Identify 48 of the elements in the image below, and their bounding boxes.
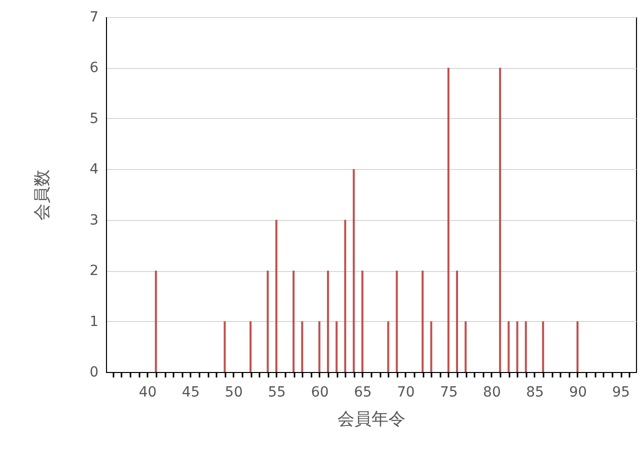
bar [154,270,157,372]
y-tick-label: 1 [90,314,98,330]
bar [422,270,424,372]
y-tick-label: 6 [90,60,99,76]
bar [447,68,450,372]
bar [266,270,269,372]
bar [318,321,320,372]
bar [250,321,252,372]
bar [499,68,502,372]
x-tick-label: 40 [138,384,157,400]
y-tick-label: 0 [90,364,98,380]
x-tick-label: 65 [354,384,372,400]
x-tick-label: 85 [526,384,544,400]
bar [464,321,467,372]
bar [396,270,398,372]
bar [361,270,364,372]
x-tick-label: 55 [268,384,286,400]
bar [292,270,295,372]
bar [336,321,338,372]
bar [456,270,458,372]
x-tick-label: 45 [182,384,200,400]
bar [542,321,544,372]
bar [275,220,278,372]
bar [524,321,527,372]
bar [344,220,346,372]
y-tick-label: 4 [90,162,99,178]
x-axis-title: 会員年令 [338,410,406,430]
bar [516,321,518,372]
bar [326,270,329,372]
y-tick-label: 5 [90,110,98,127]
x-tick-label: 70 [397,384,415,400]
x-tick-label: 75 [440,384,458,400]
bar [387,321,390,372]
y-tick-label: 3 [90,212,98,228]
bar [224,321,226,372]
x-tick-label: 50 [224,384,243,400]
bar [352,169,355,372]
x-tick-label: 80 [483,384,501,400]
y-axis-title: 会員数 [32,170,53,220]
bar [430,321,432,372]
bar [508,321,510,372]
y-tick-label: 2 [90,263,98,280]
x-tick-label: 90 [569,384,587,400]
bar [301,321,304,372]
y-tick-label: 7 [90,10,98,26]
bar [576,321,578,372]
x-tick-label: 60 [310,384,329,400]
x-tick-label: 95 [612,384,630,400]
